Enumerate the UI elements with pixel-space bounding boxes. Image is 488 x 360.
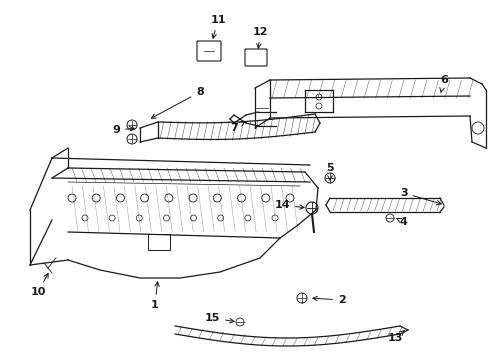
Text: 9: 9 bbox=[112, 125, 134, 135]
FancyBboxPatch shape bbox=[197, 41, 221, 61]
FancyBboxPatch shape bbox=[244, 49, 266, 66]
Text: 2: 2 bbox=[312, 295, 345, 305]
Text: 1: 1 bbox=[151, 282, 159, 310]
Text: 13: 13 bbox=[387, 330, 404, 343]
Text: 4: 4 bbox=[396, 217, 407, 227]
Text: 14: 14 bbox=[274, 200, 304, 210]
Text: 6: 6 bbox=[439, 75, 447, 92]
Text: 15: 15 bbox=[204, 313, 234, 323]
Text: 11: 11 bbox=[210, 15, 225, 38]
Text: 3: 3 bbox=[399, 188, 440, 205]
Text: 10: 10 bbox=[30, 273, 48, 297]
Text: 7: 7 bbox=[230, 122, 244, 133]
FancyBboxPatch shape bbox=[148, 234, 170, 250]
Text: 5: 5 bbox=[325, 163, 333, 180]
Text: 12: 12 bbox=[252, 27, 267, 48]
Text: 8: 8 bbox=[151, 87, 203, 118]
